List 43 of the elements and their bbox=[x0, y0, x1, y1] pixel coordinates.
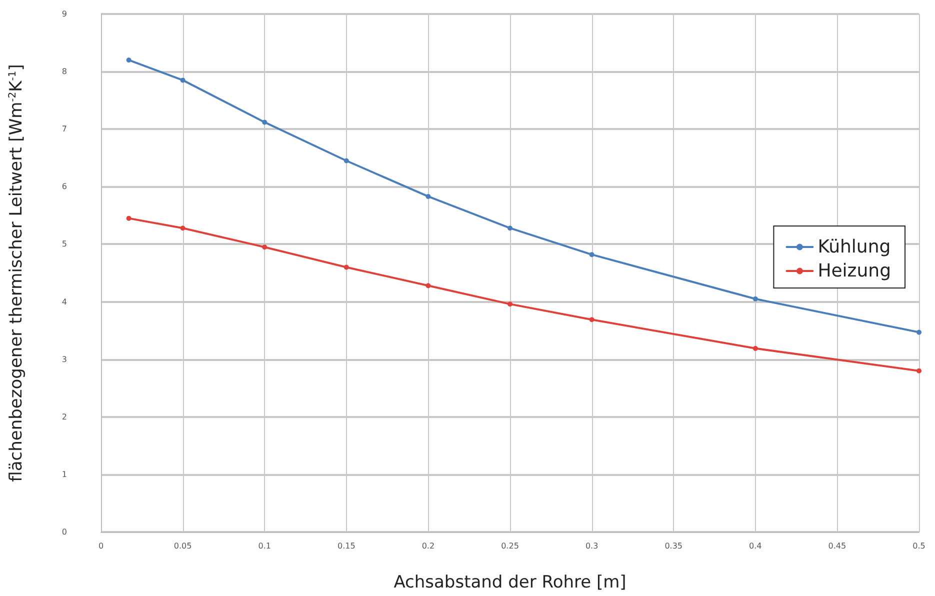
y-tick-label: 6 bbox=[62, 182, 67, 192]
x-tick-label: 0.4 bbox=[749, 542, 762, 550]
point bbox=[589, 317, 594, 322]
x-tick-label: 0.35 bbox=[664, 542, 683, 550]
point bbox=[752, 346, 758, 351]
y-tick-label: 0 bbox=[62, 528, 67, 536]
y-tick-label: 2 bbox=[62, 412, 67, 422]
y-tick-label: 4 bbox=[62, 297, 67, 306]
y-tick-label: 3 bbox=[62, 354, 67, 364]
point bbox=[508, 302, 512, 307]
y-tick-label: 1 bbox=[62, 470, 67, 479]
x-tick-label: 0.2 bbox=[422, 542, 435, 550]
y-axis-title: flächenbezogener thermischer Leitwert [Wm-2K-1] bbox=[6, 64, 26, 482]
point bbox=[126, 58, 132, 63]
x-tick-label: 0.1 bbox=[258, 542, 271, 550]
point bbox=[126, 216, 132, 221]
x-tick-label: 0.3 bbox=[585, 542, 598, 550]
point bbox=[916, 368, 922, 374]
x-tick-label: 0.25 bbox=[501, 542, 519, 550]
point bbox=[426, 283, 431, 288]
y-tick-label: 5 bbox=[62, 240, 67, 249]
x-tick-label: 0.5 bbox=[912, 542, 926, 550]
point bbox=[180, 78, 186, 83]
x-tick-label: 0.15 bbox=[337, 542, 356, 550]
x-tick-label: 0 bbox=[98, 542, 104, 550]
x-tick-label: 0.05 bbox=[174, 542, 192, 550]
point bbox=[916, 330, 922, 335]
point bbox=[508, 226, 512, 231]
x-axis-title: Achsabstand der Rohre [m] bbox=[394, 572, 626, 592]
point bbox=[752, 296, 758, 302]
x-tick-label: 0.45 bbox=[828, 542, 846, 550]
point bbox=[262, 120, 268, 125]
point bbox=[262, 244, 268, 250]
point bbox=[344, 264, 349, 270]
point bbox=[589, 252, 594, 258]
point bbox=[344, 158, 349, 164]
point bbox=[426, 194, 431, 199]
y-tick-label: 8 bbox=[62, 67, 67, 76]
y-tick-label: 9 bbox=[62, 10, 67, 18]
legend-label: Kühlung bbox=[818, 236, 891, 258]
point bbox=[180, 226, 186, 231]
legend-label: Heizung bbox=[818, 260, 892, 282]
y-tick-label: 7 bbox=[62, 124, 67, 134]
